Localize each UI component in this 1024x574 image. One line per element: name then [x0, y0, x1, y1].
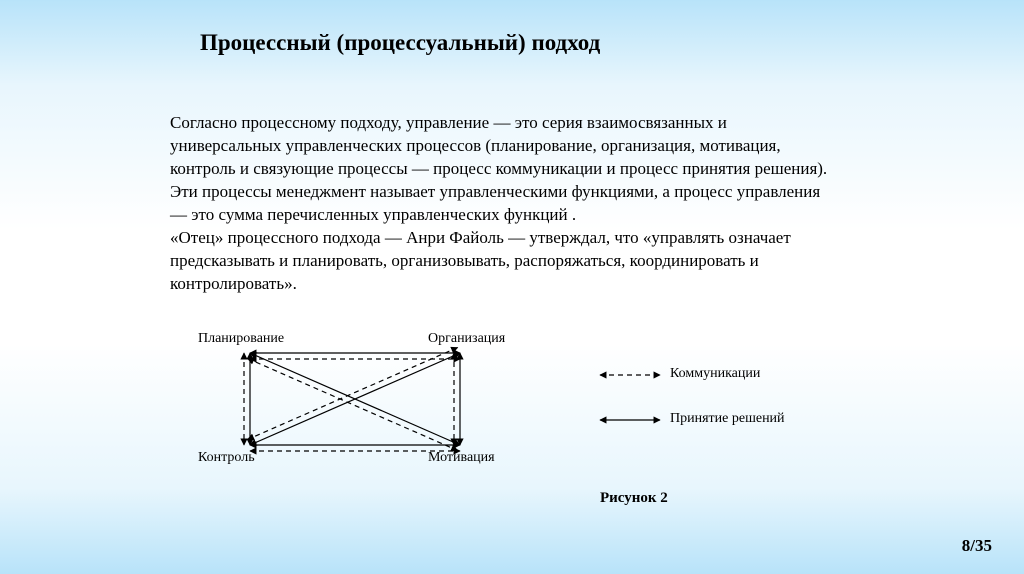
legend-comm: Коммуникации [670, 366, 820, 382]
node-motivation: Мотивация [428, 450, 495, 466]
process-diagram: Планирование Организация Контроль Мотивация… [170, 325, 830, 480]
slide-title: Процессный (процессуальный) подход [200, 30, 600, 56]
page-number: 8/35 [962, 536, 992, 556]
figure-caption: Рисунок 2 [600, 490, 668, 507]
node-planning: Планирование [198, 331, 284, 347]
slide-body: Согласно процессному подходу, управление… [170, 112, 830, 296]
node-control: Контроль [198, 450, 255, 466]
node-organization: Организация [428, 331, 505, 347]
legend-decide: Принятие решений [670, 411, 820, 427]
